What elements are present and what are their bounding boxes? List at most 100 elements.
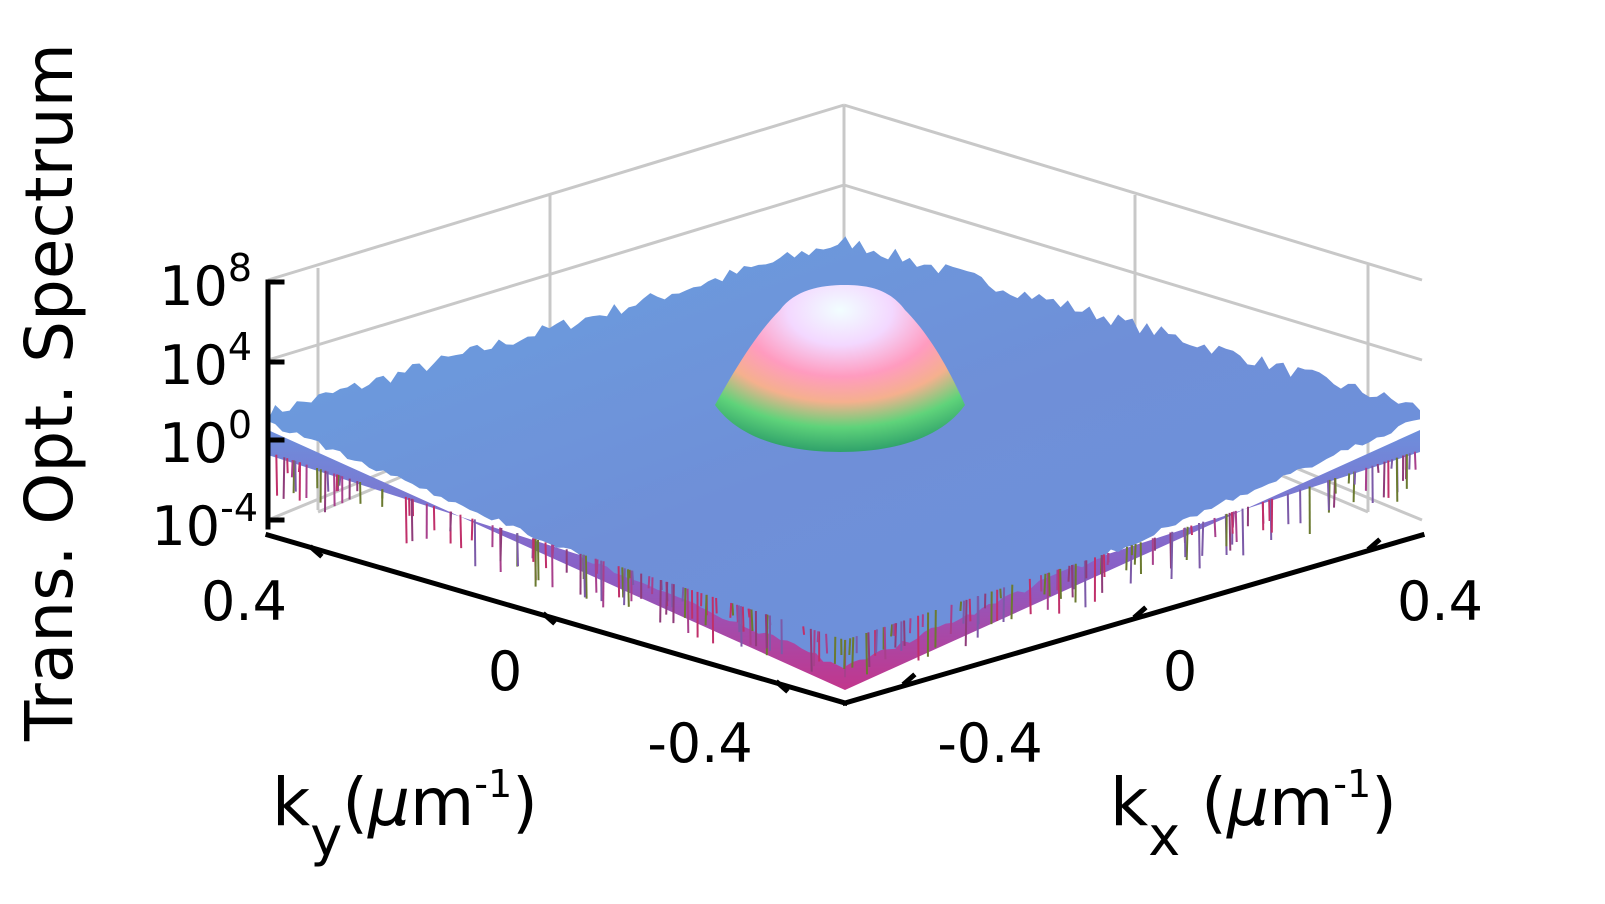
x-tick-label-0.4: 0.4 <box>1397 570 1483 633</box>
noise-spike <box>286 458 289 474</box>
noise-spike <box>1002 587 1006 623</box>
noise-spike <box>1190 525 1193 536</box>
noise-spike <box>1201 521 1205 556</box>
z-axis-title: Trans. Opt. Spectrum <box>11 43 88 742</box>
z-tick-label-4: 104 <box>159 325 252 397</box>
noise-spike <box>404 496 408 544</box>
noise-spike <box>825 633 829 654</box>
x-tick-0.4 <box>1366 537 1382 552</box>
noise-spike <box>1390 459 1394 469</box>
x-tick-label-neg0.4: -0.4 <box>937 712 1042 775</box>
noise-spike <box>338 475 342 486</box>
noise-spike <box>813 630 816 667</box>
noise-spike <box>875 629 878 654</box>
noise-spike <box>623 568 626 606</box>
z-tick-label-neg4: 10-4 <box>151 486 258 558</box>
noise-spike <box>883 626 887 660</box>
grid-back-left-top <box>267 103 845 282</box>
noise-spike <box>959 601 963 611</box>
noise-spike <box>750 609 754 632</box>
noise-spike <box>816 631 820 643</box>
noise-spike <box>294 460 297 492</box>
grid-back-right-mid <box>843 183 1423 362</box>
noise-spike <box>1072 564 1075 590</box>
noise-spike <box>628 569 632 579</box>
y-axis-line <box>264 531 849 707</box>
noise-spike <box>449 511 453 532</box>
noise-spike <box>1028 578 1032 615</box>
noise-spike <box>1230 512 1234 534</box>
noise-spike <box>1198 522 1201 569</box>
noise-spikes <box>275 451 1417 678</box>
noise-spike <box>848 638 852 655</box>
grid-back-left-mid <box>267 183 845 362</box>
noise-spike <box>1185 526 1189 561</box>
noise-spike <box>584 555 588 599</box>
x-axis-title: kx (μm-1) <box>1110 762 1397 868</box>
noise-spike <box>432 506 436 531</box>
noise-spike <box>686 588 690 634</box>
noise-spike <box>977 595 980 625</box>
noise-spike <box>890 624 894 637</box>
noise-spike <box>736 604 739 623</box>
noise-spike <box>516 533 519 567</box>
noise-spike <box>326 471 330 492</box>
y-tick-0.4 <box>308 544 324 559</box>
noise-spike <box>1010 584 1014 620</box>
noise-spike <box>683 587 687 618</box>
noise-spike <box>290 459 294 478</box>
noise-spike <box>704 594 708 626</box>
noise-spike <box>865 632 868 675</box>
noise-spike <box>627 569 630 607</box>
noise-spike <box>621 567 625 598</box>
y-tick-label-0: 0 <box>488 640 522 703</box>
noise-spike <box>1071 564 1074 598</box>
noise-spike <box>470 518 474 541</box>
noise-spike <box>1382 461 1386 498</box>
y-axis-title: ky(μm-1) <box>272 762 538 868</box>
surface-skirt-left <box>268 430 845 690</box>
noise-spike <box>809 628 813 672</box>
noise-spike <box>1234 510 1238 543</box>
noise-spike <box>1133 543 1137 565</box>
noise-spike <box>1327 480 1330 511</box>
noise-spike <box>949 604 953 635</box>
z-tick-label-0: 100 <box>159 403 252 475</box>
noise-spike <box>275 454 279 496</box>
x-tick-0 <box>1132 605 1148 620</box>
noise-spike <box>647 576 651 589</box>
noise-spike <box>1353 471 1357 485</box>
noise-spike <box>544 542 548 569</box>
noise-spike <box>659 579 662 623</box>
noise-spike <box>537 539 540 581</box>
noise-spike <box>473 519 477 567</box>
noise-spike <box>1043 573 1047 595</box>
noise-spike <box>1083 560 1087 608</box>
noise-spike <box>737 605 741 633</box>
noise-spike <box>594 558 598 593</box>
x-axis-line <box>841 531 1426 707</box>
noise-spike <box>1376 463 1380 473</box>
noise-spike <box>715 597 718 614</box>
noise-spike <box>843 639 847 669</box>
y-tick-0 <box>541 611 557 626</box>
noise-spike <box>909 618 912 634</box>
noise-spike <box>802 626 806 635</box>
noise-spike <box>968 598 972 622</box>
noise-spike <box>1408 453 1411 470</box>
surface-top <box>268 235 1420 669</box>
noise-spike <box>999 588 1002 599</box>
noise-spike <box>1048 572 1051 597</box>
noise-spike <box>851 637 855 668</box>
noise-spike <box>1347 473 1351 484</box>
noise-spike <box>1106 552 1110 565</box>
y-tick-neg0.4 <box>774 679 790 694</box>
noise-spike <box>583 554 586 598</box>
noise-spike <box>729 602 733 618</box>
noise-spike <box>747 608 751 618</box>
noise-spike <box>595 559 599 574</box>
x-tick-label-0: 0 <box>1163 640 1197 703</box>
noise-spike <box>741 606 745 632</box>
noise-spike <box>410 498 414 542</box>
